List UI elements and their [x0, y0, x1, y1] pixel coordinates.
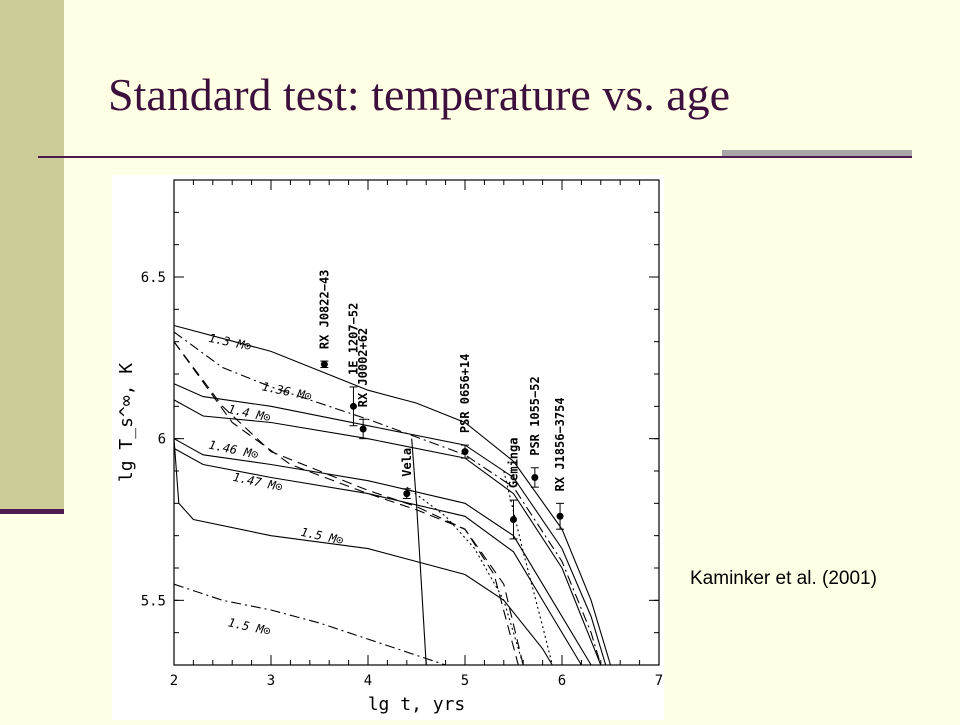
- axis-ticks: [173, 179, 660, 666]
- observations: [320, 360, 565, 540]
- observation-label: RX J1856−3754: [553, 397, 567, 491]
- slide-title: Standard test: temperature vs. age: [108, 69, 731, 120]
- observation-label: 1E 1207−52: [346, 303, 360, 375]
- cooling-curves: [173, 324, 612, 666]
- sidebar-band: [0, 0, 64, 512]
- cooling-curve: [173, 583, 446, 666]
- observation-label: Vela: [400, 448, 414, 477]
- x-tick-label: 6: [558, 673, 566, 689]
- title-accent-rule: [722, 150, 912, 158]
- plot-frame: [173, 179, 660, 666]
- x-tick-label: 3: [267, 673, 275, 689]
- curve-label: 1.47 M⊙: [232, 470, 284, 494]
- y-axis-label: lg T_s^∞, K: [116, 363, 137, 482]
- y-tick-label: 5.5: [141, 593, 166, 609]
- observation-point: [349, 402, 357, 410]
- sidebar-band-accent: [0, 509, 64, 514]
- y-tick-label: 6.5: [141, 270, 166, 286]
- x-tick-label: 4: [364, 673, 372, 689]
- observation-point: [531, 473, 539, 481]
- observation-point: [359, 425, 367, 433]
- curve-label: 1.3 M⊙: [207, 331, 252, 354]
- observation-label: RX J0002+62: [356, 328, 370, 407]
- cooling-curve: [173, 341, 524, 666]
- curve-label: 1.5 M⊙: [227, 615, 272, 638]
- x-tick-label: 2: [170, 673, 178, 689]
- y-tick-label: 6: [158, 432, 166, 448]
- title-rule: [38, 156, 912, 158]
- observation-point: [403, 490, 411, 498]
- chart-labels: 2 3 4 5 6 7 5.5 6 6.5 lg t, yrs lg T_s^∞, K 1.3 M⊙ 1…: [116, 270, 663, 715]
- observation-label: PSR 0656+14: [458, 354, 472, 433]
- observation-label: PSR 1055−52: [528, 376, 542, 455]
- cooling-curve: [411, 438, 427, 666]
- observation-point: [320, 360, 328, 368]
- cooling-curve: [406, 486, 524, 666]
- cooling-curve: [173, 438, 553, 666]
- observation-label: RX J0822−43: [317, 270, 331, 349]
- curve-label: 1.46 M⊙: [207, 438, 259, 462]
- observation-label: Geminga: [507, 438, 521, 489]
- observation-point: [556, 512, 564, 520]
- observation-point: [510, 516, 517, 523]
- x-tick-label: 7: [655, 673, 663, 689]
- x-tick-label: 5: [461, 673, 469, 689]
- cooling-curve: [173, 324, 612, 666]
- cooling-curve: [173, 341, 519, 666]
- observation-point: [461, 448, 469, 456]
- figure-credit: Kaminker et al. (2001): [690, 568, 877, 589]
- chart-figure: 2 3 4 5 6 7 5.5 6 6.5 lg t, yrs lg T_s^∞, K 1.3 M⊙ 1…: [112, 175, 664, 720]
- curve-label: 1.36 M⊙: [261, 379, 313, 403]
- cooling-chart: 2 3 4 5 6 7 5.5 6 6.5 lg t, yrs lg T_s^∞, K 1.3 M⊙ 1…: [116, 179, 663, 715]
- x-axis-label: lg t, yrs: [368, 694, 466, 715]
- cooling-curve: [173, 438, 592, 666]
- curve-label: 1.5 M⊙: [299, 525, 344, 548]
